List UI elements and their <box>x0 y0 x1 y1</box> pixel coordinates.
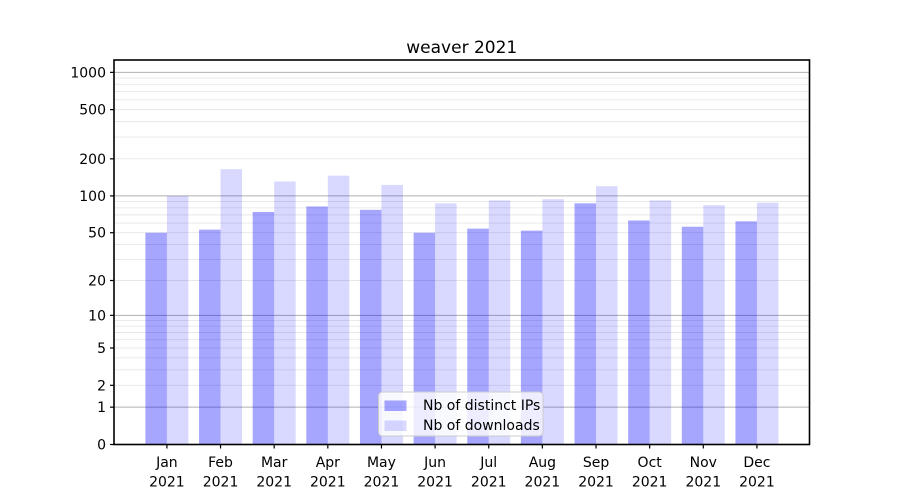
bar-downloads <box>703 205 725 445</box>
bar-distinct-ips <box>735 221 757 445</box>
x-tick-label-month: Jul <box>479 455 497 471</box>
bar-distinct-ips <box>359 209 382 445</box>
y-tick-label: 20 <box>88 274 106 290</box>
x-tick-label-month: Jan <box>155 455 178 471</box>
bar-distinct-ips <box>628 220 650 445</box>
legend-label-downloads: Nb of downloads <box>423 418 540 434</box>
y-tick-label: 2 <box>97 378 106 394</box>
y-tick-label: 100 <box>79 189 106 205</box>
x-tick-label-year: 2021 <box>525 475 561 491</box>
x-tick-label-month: Sep <box>583 455 610 471</box>
bar-downloads <box>327 175 350 445</box>
x-tick-label-year: 2021 <box>203 475 239 491</box>
bar-downloads <box>649 200 672 445</box>
bar-distinct-ips <box>306 206 328 445</box>
x-tick-label-year: 2021 <box>256 475 292 491</box>
y-tick-label: 1000 <box>70 65 106 81</box>
x-tick-label-month: Dec <box>743 455 770 471</box>
x-tick-label-year: 2021 <box>364 475 400 491</box>
plot-frame <box>113 59 811 446</box>
legend-box <box>378 391 544 437</box>
legend-swatch-downloads <box>384 420 407 431</box>
y-tick-label: 5 <box>97 341 106 357</box>
bar-downloads <box>488 200 511 445</box>
bar-distinct-ips <box>145 232 167 445</box>
bar-distinct-ips <box>252 211 275 445</box>
bar-downloads <box>381 184 403 445</box>
x-tick-label-month: May <box>367 455 396 471</box>
legend-label-distinct-ips: Nb of distinct IPs <box>423 398 540 414</box>
x-tick-label-month: Jun <box>423 455 446 471</box>
plot-area <box>114 60 810 445</box>
bar-downloads <box>756 202 779 445</box>
bar-distinct-ips <box>574 203 597 445</box>
x-tick-label-month: Nov <box>690 455 717 471</box>
x-tick-label-year: 2021 <box>471 475 507 491</box>
x-tick-label-year: 2021 <box>149 475 185 491</box>
x-tick-label-year: 2021 <box>739 475 775 491</box>
y-tick-label: 50 <box>88 226 106 242</box>
bar-distinct-ips <box>199 229 221 445</box>
bar-distinct-ips <box>681 226 704 445</box>
x-tick-label-year: 2021 <box>310 475 346 491</box>
bar-downloads <box>220 169 243 445</box>
x-tick-label-month: Oct <box>638 455 663 471</box>
bar-downloads <box>435 203 457 445</box>
x-tick-label-year: 2021 <box>685 475 721 491</box>
y-tick-label: 200 <box>79 152 106 168</box>
bar-distinct-ips <box>520 230 543 445</box>
y-tick-label: 1 <box>97 400 106 416</box>
y-tick-label: 10 <box>88 308 106 324</box>
x-tick-label-month: Apr <box>316 455 340 471</box>
bar-downloads <box>274 181 296 445</box>
chart-title: weaver 2021 <box>406 38 517 58</box>
bar-downloads <box>542 199 564 445</box>
x-tick-label-month: Mar <box>261 455 288 471</box>
x-tick-label-year: 2021 <box>632 475 668 491</box>
bar-distinct-ips <box>467 228 489 445</box>
x-tick-label-year: 2021 <box>417 475 453 491</box>
bar-downloads <box>166 195 189 445</box>
legend-swatch-distinct-ips <box>384 400 407 411</box>
y-tick-label: 500 <box>79 103 106 119</box>
x-tick-label-year: 2021 <box>578 475 614 491</box>
x-tick-label-month: Feb <box>208 455 233 471</box>
bar-downloads <box>596 186 618 445</box>
x-tick-label-month: Aug <box>529 455 556 471</box>
y-tick-label: 0 <box>97 438 106 454</box>
